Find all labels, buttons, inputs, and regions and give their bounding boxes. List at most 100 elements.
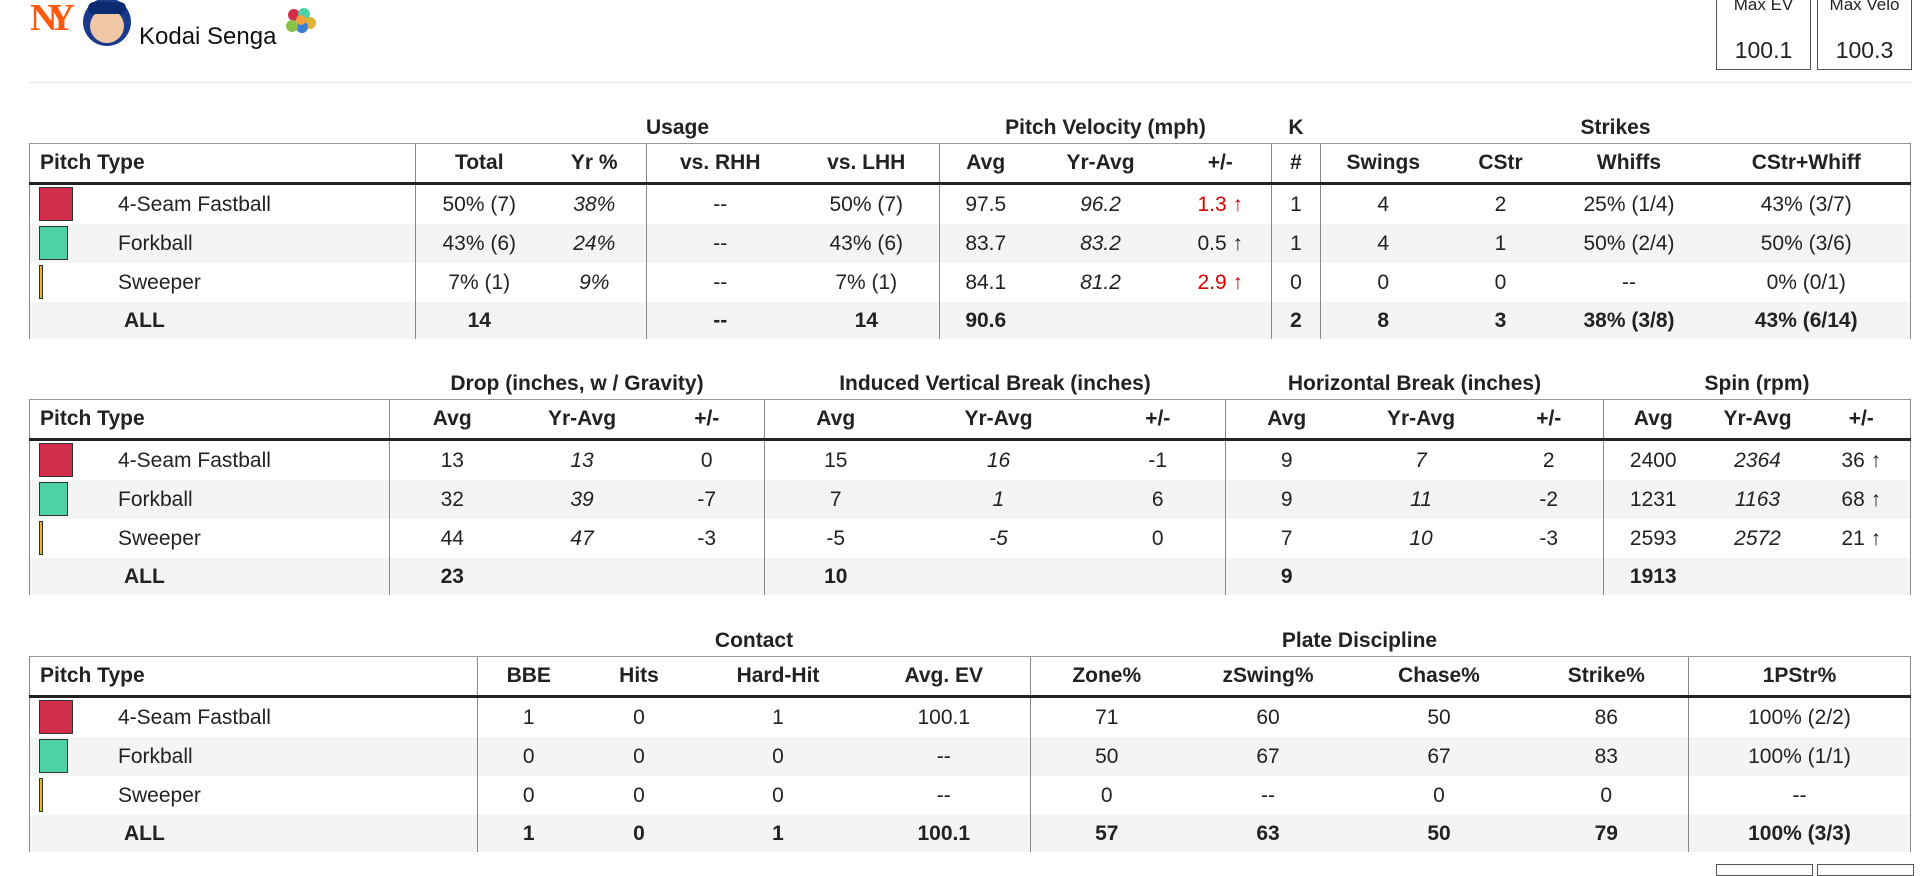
cell: 2400 bbox=[1603, 439, 1703, 480]
cell-text: 1 bbox=[1290, 192, 1302, 216]
column-header: Avg bbox=[939, 143, 1032, 185]
cell: 16 bbox=[907, 440, 1091, 481]
cell-text: 4-Seam Fastball bbox=[118, 448, 271, 472]
column-header: zSwing% bbox=[1182, 656, 1354, 698]
cell-text: 6 bbox=[1151, 487, 1164, 511]
cell bbox=[514, 558, 650, 595]
cell: 1 bbox=[477, 696, 580, 737]
cell-text: 67 bbox=[1256, 744, 1280, 768]
cell: 68 ↑ bbox=[1812, 480, 1911, 519]
cell-text: -- bbox=[1622, 270, 1636, 294]
pitch-icon bbox=[286, 8, 316, 33]
cell-text: 4 bbox=[1377, 192, 1390, 216]
cell: 9 bbox=[1225, 558, 1348, 595]
table-row: ALL 14 -- 14 90.6 2 8 3 38% (3/8) 43% (6/14) bbox=[29, 302, 1911, 339]
max-ev-box: Max EV 100.1 bbox=[1716, 0, 1811, 70]
cell-text: -1 bbox=[1148, 448, 1168, 472]
column-header: Whiffs bbox=[1555, 143, 1703, 185]
cell: 50% (7) bbox=[415, 183, 543, 224]
cell-text: 2593 bbox=[1629, 526, 1677, 550]
group-header: Spin (rpm) bbox=[1704, 372, 1810, 395]
cell-text: -7 bbox=[697, 487, 717, 511]
pitch-swatch bbox=[39, 739, 68, 773]
cell: 71 bbox=[1030, 696, 1183, 737]
cell-text: 10 bbox=[1409, 526, 1433, 550]
column-header: Total bbox=[415, 143, 543, 185]
header-row: Pitch Type Total Yr % vs. RHH vs. LHH Avg Yr-A… bbox=[29, 143, 1911, 185]
cell: 0 bbox=[579, 815, 699, 852]
column-header: 1PStr% bbox=[1688, 656, 1911, 698]
stat-label: Max Velo bbox=[1829, 0, 1900, 14]
cell bbox=[906, 558, 1091, 595]
cell: 97.5 bbox=[939, 183, 1032, 224]
group-header: K bbox=[1288, 116, 1304, 139]
cell-text: 71 bbox=[1095, 705, 1119, 729]
cell-text: 100.1 bbox=[917, 821, 971, 845]
cell-text: 7 bbox=[829, 487, 842, 511]
cell: 100% (2/2) bbox=[1688, 696, 1911, 737]
cell-text: 83 bbox=[1594, 744, 1618, 768]
cell: 0 bbox=[699, 776, 858, 815]
cell-text: 4 bbox=[1377, 231, 1390, 255]
cell: 86 bbox=[1525, 697, 1689, 738]
cell-text: 25% (1/4) bbox=[1583, 192, 1675, 216]
cell: 7% (1) bbox=[794, 263, 940, 302]
cell-text: 4-Seam Fastball bbox=[118, 705, 271, 729]
cell-text: ALL bbox=[124, 308, 165, 332]
cell-text: 1231 bbox=[1629, 487, 1677, 511]
cell-text: -- bbox=[713, 308, 728, 332]
cell bbox=[1494, 558, 1604, 595]
column-header: Avg bbox=[1603, 399, 1703, 441]
column-header: Pitch Type bbox=[29, 399, 390, 441]
group-header: Usage bbox=[645, 116, 710, 139]
cell: 9 bbox=[1225, 480, 1348, 519]
cell-text: 68 ↑ bbox=[1841, 487, 1882, 511]
stats-table: Usage Pitch Velocity (mph) K Strikes Pitch T… bbox=[29, 103, 1911, 339]
cell: 4 bbox=[1320, 183, 1446, 224]
cell: 43% (3/7) bbox=[1702, 183, 1911, 224]
pitch-name: 4-Seam Fastball bbox=[29, 183, 416, 224]
pitch-name: 4-Seam Fastball bbox=[29, 439, 390, 480]
group-row: Usage Pitch Velocity (mph) K Strikes bbox=[30, 103, 1911, 144]
cell-text: 43% (3/7) bbox=[1760, 192, 1852, 216]
group-header: Plate Discipline bbox=[1281, 629, 1438, 652]
cell: 2.9 ↑ bbox=[1170, 263, 1272, 302]
cell: 2 bbox=[1446, 184, 1556, 225]
column-header: Zone% bbox=[1030, 656, 1183, 698]
cell-text: 1 bbox=[1290, 231, 1302, 255]
header-row: Pitch Type BBE Hits Hard-Hit Avg. EV Zone% zSw… bbox=[29, 656, 1911, 698]
cell: 0 bbox=[580, 697, 699, 738]
cell-text: 60 bbox=[1256, 705, 1280, 729]
cell: 100% (1/1) bbox=[1688, 737, 1911, 776]
cell: -- bbox=[1556, 263, 1703, 302]
cell-text: Sweeper bbox=[118, 783, 201, 807]
cell-text: 1 bbox=[772, 821, 784, 845]
cell: 23 bbox=[389, 558, 515, 595]
pitch-name: Sweeper bbox=[29, 519, 390, 558]
cell: 100.1 bbox=[858, 697, 1031, 738]
pitch-name: Forkball bbox=[29, 480, 390, 519]
cell-text: 100.1 bbox=[917, 705, 971, 729]
cell bbox=[542, 302, 647, 339]
cell-text: 2400 bbox=[1629, 448, 1677, 472]
cell-text: 50 bbox=[1095, 744, 1119, 768]
cell: -- bbox=[857, 737, 1031, 776]
cell: 10 bbox=[764, 558, 907, 595]
cell: 0 bbox=[1091, 519, 1226, 558]
cell-text: 1 bbox=[772, 705, 784, 729]
cell-text: 15 bbox=[824, 448, 848, 472]
cell: 24% bbox=[542, 224, 647, 263]
cell-text: 7% (1) bbox=[835, 270, 898, 294]
cell: 83.2 bbox=[1031, 224, 1170, 263]
column-header: Strike% bbox=[1524, 656, 1689, 698]
stat-value: 100.3 bbox=[1835, 37, 1894, 63]
cell: -- bbox=[646, 224, 794, 263]
cell-text: 1 bbox=[1494, 231, 1507, 255]
cell: 50% (3/6) bbox=[1702, 224, 1911, 263]
cell: 9% bbox=[543, 263, 647, 302]
cell: 1 bbox=[906, 480, 1091, 519]
cell: 8 bbox=[1320, 302, 1446, 339]
avatar bbox=[83, 0, 131, 46]
cell-text: 0 bbox=[1290, 270, 1302, 294]
